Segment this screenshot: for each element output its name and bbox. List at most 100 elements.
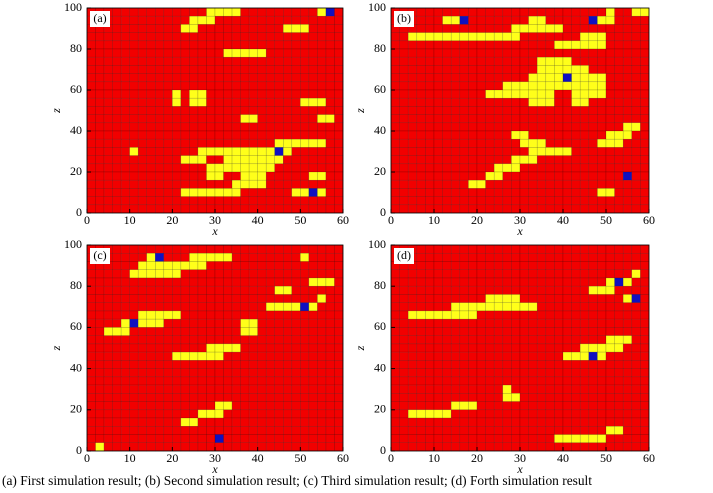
cell — [231, 114, 241, 124]
cell — [493, 401, 504, 411]
cell — [112, 294, 122, 303]
cell — [442, 335, 452, 345]
cell — [257, 442, 267, 452]
cell — [614, 252, 624, 262]
x-tick-label: 20 — [166, 213, 178, 227]
cell — [317, 261, 327, 270]
cell — [103, 89, 113, 99]
cell — [86, 48, 96, 58]
cell — [425, 302, 435, 312]
x-tick-label: 0 — [84, 451, 90, 465]
cell — [605, 155, 615, 165]
cell — [300, 15, 310, 25]
cell — [519, 302, 529, 312]
cell — [172, 343, 182, 353]
cell — [334, 442, 344, 452]
cell — [493, 302, 504, 312]
cell — [407, 310, 418, 320]
cell — [112, 65, 122, 74]
cell — [146, 244, 156, 254]
cell — [197, 130, 207, 140]
cell — [95, 335, 105, 345]
cell — [605, 122, 615, 132]
y-tick-label: 0 — [76, 443, 82, 457]
cell — [95, 138, 105, 148]
cell — [334, 171, 344, 181]
cell — [519, 294, 529, 303]
cell — [519, 269, 529, 279]
cell — [519, 73, 529, 83]
cell — [189, 32, 199, 42]
cell — [597, 130, 607, 140]
cell — [283, 351, 293, 361]
cell — [223, 114, 233, 124]
cell — [545, 97, 555, 107]
cell — [283, 7, 293, 17]
cell — [180, 244, 190, 254]
cell — [265, 277, 275, 287]
cell — [189, 368, 199, 378]
cell — [334, 434, 344, 444]
cell — [223, 106, 233, 115]
cell — [163, 155, 173, 165]
cell — [640, 163, 650, 173]
cell — [265, 335, 275, 345]
cell — [240, 351, 250, 361]
cell — [95, 434, 105, 444]
cell — [511, 155, 521, 165]
cell — [571, 409, 581, 419]
cell — [172, 15, 182, 25]
cell — [614, 40, 624, 50]
cell — [283, 269, 293, 279]
cell — [545, 351, 555, 361]
cell — [146, 310, 156, 320]
cell — [476, 261, 486, 270]
cell — [334, 343, 344, 353]
cell — [622, 32, 633, 42]
cell — [214, 360, 224, 369]
cell — [120, 252, 130, 262]
cell — [407, 434, 418, 444]
cell — [459, 89, 469, 99]
cell — [137, 343, 147, 353]
cell — [300, 89, 310, 99]
cell — [223, 24, 233, 33]
y-tick-label: 80 — [70, 278, 82, 292]
cell — [155, 360, 165, 369]
cell — [554, 393, 564, 402]
cell — [197, 73, 207, 83]
cell — [146, 442, 156, 452]
cell — [86, 40, 96, 50]
cell — [631, 401, 641, 411]
cell — [274, 7, 284, 17]
cell — [206, 335, 216, 345]
cell — [485, 188, 495, 197]
cell — [605, 384, 615, 394]
cell — [622, 147, 633, 156]
cell — [129, 114, 139, 124]
cell — [571, 417, 581, 427]
cell — [390, 114, 400, 124]
cell — [129, 434, 139, 444]
cell — [536, 196, 547, 206]
cell — [283, 302, 293, 312]
cell — [120, 417, 130, 427]
cell — [425, 81, 435, 91]
cell — [562, 252, 572, 262]
cell — [189, 294, 199, 303]
cell — [317, 285, 327, 295]
cell — [112, 261, 122, 270]
cell — [172, 401, 182, 411]
cell — [206, 426, 216, 435]
cell — [511, 426, 521, 435]
cell — [86, 351, 96, 361]
cell — [485, 138, 495, 148]
cell — [283, 73, 293, 83]
cell — [554, 171, 564, 181]
cell — [390, 155, 400, 165]
cell — [155, 261, 165, 270]
cell — [450, 97, 461, 107]
cell — [545, 40, 555, 50]
cell — [129, 277, 139, 287]
cell — [86, 89, 96, 99]
